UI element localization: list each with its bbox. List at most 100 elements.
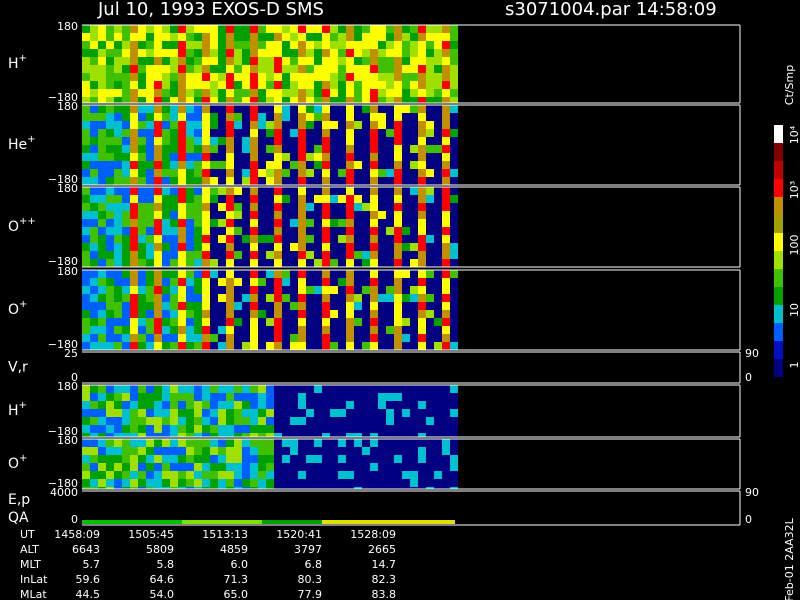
spectrogram-cell xyxy=(282,455,290,463)
spectrogram-cell xyxy=(346,385,354,393)
panel-label: V,r xyxy=(8,360,28,376)
label-text: E,p xyxy=(8,492,30,508)
spectrogram-cell xyxy=(298,211,306,219)
spectrogram-cell xyxy=(418,203,426,211)
spectrogram-cell xyxy=(386,137,394,145)
spectrogram-cell xyxy=(178,145,186,153)
spectrogram-cell xyxy=(218,439,226,447)
spectrogram-cell xyxy=(146,259,154,267)
spectrogram-cell xyxy=(442,302,450,310)
spectrogram-cell xyxy=(370,81,378,89)
spectrogram-cell xyxy=(266,310,274,318)
spectrogram-cell xyxy=(370,227,378,235)
spectrogram-cell xyxy=(434,211,442,219)
spectrogram-cell xyxy=(434,334,442,342)
spectrogram-cell xyxy=(266,471,274,479)
spectrogram-cell xyxy=(202,105,210,113)
spectrogram-cell xyxy=(242,433,250,437)
spectrogram-cell xyxy=(434,393,442,401)
spectrogram-cell xyxy=(218,447,226,455)
spectrogram-cell xyxy=(210,455,218,463)
spectrogram-cell xyxy=(106,161,114,169)
spectrogram-cell xyxy=(354,57,362,65)
spectrogram-cell xyxy=(290,326,298,334)
spectrogram-cell xyxy=(154,302,162,310)
spectrogram-cell xyxy=(386,25,394,33)
spectrogram-cell xyxy=(242,211,250,219)
spectrogram-cell xyxy=(394,73,402,81)
spectrogram-cell xyxy=(170,89,178,97)
spectrogram-cell xyxy=(194,227,202,235)
spectrogram-cell xyxy=(378,318,386,326)
spectrogram-cell xyxy=(426,401,434,409)
spectrogram-cell xyxy=(98,57,106,65)
spectrogram-cell xyxy=(322,455,330,463)
spectrogram-cell xyxy=(386,227,394,235)
spectrogram-cell xyxy=(90,433,98,437)
spectrogram-cell xyxy=(402,471,410,479)
spectrogram-cell xyxy=(82,33,90,41)
spectrogram-cell xyxy=(218,393,226,401)
ephemeris-value: 80.3 xyxy=(298,573,323,586)
colorbar-cell xyxy=(774,323,783,341)
spectrogram-cell xyxy=(290,129,298,137)
spectrogram-cell xyxy=(194,57,202,65)
spectrogram-cell xyxy=(298,310,306,318)
spectrogram-cell xyxy=(290,41,298,49)
spectrogram-cell xyxy=(106,97,114,103)
spectrogram-cell xyxy=(434,326,442,334)
spectrogram-cell xyxy=(218,318,226,326)
spectrogram-cell xyxy=(402,81,410,89)
spectrogram-cell xyxy=(178,89,186,97)
spectrogram-cell xyxy=(250,235,258,243)
spectrogram-cell xyxy=(378,385,386,393)
spectrogram-cell xyxy=(162,161,170,169)
spectrogram-cell xyxy=(178,471,186,479)
spectrogram-cell xyxy=(210,227,218,235)
spectrogram-cell xyxy=(306,137,314,145)
spectrogram-cell xyxy=(82,447,90,455)
spectrogram-cell xyxy=(370,447,378,455)
spectrogram-cell xyxy=(98,41,106,49)
spectrogram-cell xyxy=(322,463,330,471)
spectrogram-cell xyxy=(394,153,402,161)
spectrogram-cell xyxy=(410,219,418,227)
spectrogram-cell xyxy=(98,318,106,326)
spectrogram-cell xyxy=(298,81,306,89)
spectrogram-cell xyxy=(450,65,458,73)
spectrogram-cell xyxy=(450,81,458,89)
spectrogram-cell xyxy=(106,479,114,487)
spectrogram-cell xyxy=(322,97,330,103)
spectrogram-cell xyxy=(330,342,338,350)
spectrogram-cell xyxy=(258,57,266,65)
spectrogram-cell xyxy=(378,33,386,41)
spectrogram-cell xyxy=(202,65,210,73)
spectrogram-cell xyxy=(82,487,90,489)
spectrogram-cell xyxy=(170,409,178,417)
spectrogram-cell xyxy=(410,97,418,103)
spectrogram-cell xyxy=(146,161,154,169)
spectrogram-cell xyxy=(426,393,434,401)
spectrogram-cell xyxy=(346,318,354,326)
spectrogram-cell xyxy=(370,270,378,278)
spectrogram-cell xyxy=(250,385,258,393)
spectrogram-cell xyxy=(410,211,418,219)
spectrogram-cell xyxy=(154,97,162,103)
spectrogram-cell xyxy=(330,243,338,251)
spectrogram-cell xyxy=(98,105,106,113)
spectrogram-cell xyxy=(82,41,90,49)
spectrogram-cell xyxy=(354,49,362,57)
spectrogram-cell xyxy=(442,463,450,471)
spectrogram-cell xyxy=(146,169,154,177)
spectrogram-cell xyxy=(82,105,90,113)
spectrogram-cell xyxy=(442,73,450,81)
spectrogram-cell xyxy=(234,105,242,113)
spectrogram-cell xyxy=(130,113,138,121)
spectrogram-cell xyxy=(82,121,90,129)
spectrogram-cell xyxy=(322,137,330,145)
spectrogram-cell xyxy=(418,393,426,401)
spectrogram-cell xyxy=(218,145,226,153)
spectrogram-cell xyxy=(394,479,402,487)
spectrogram-cell xyxy=(314,57,322,65)
spectrogram-cell xyxy=(394,455,402,463)
